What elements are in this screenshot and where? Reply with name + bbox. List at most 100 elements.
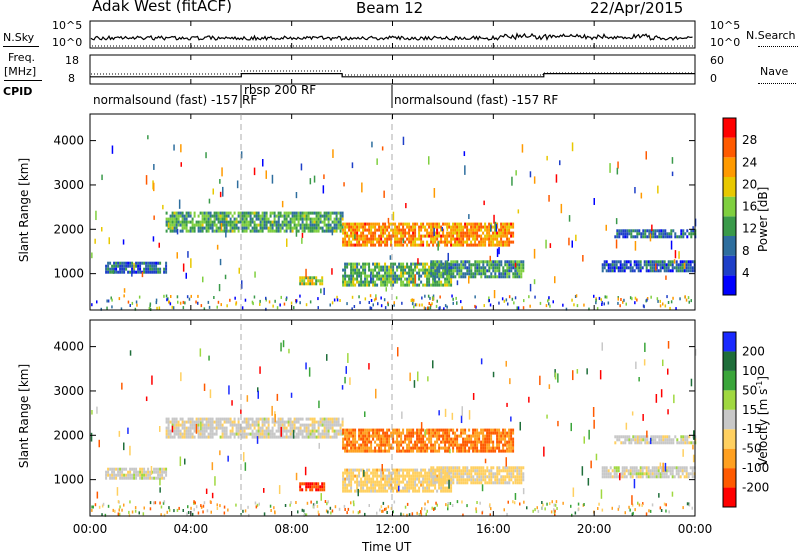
echo-cell (633, 466, 636, 470)
echo-cell (107, 267, 110, 271)
noise-cell (659, 304, 662, 308)
echo-cell (466, 472, 469, 476)
echo-cell (277, 429, 280, 433)
echo-cell (414, 443, 417, 447)
scatter-cell (218, 284, 221, 292)
echo-cell (454, 228, 457, 232)
echo-cell (368, 449, 371, 453)
echo-cell (430, 428, 433, 432)
echo-cell (410, 274, 413, 278)
echo-cell (430, 437, 433, 441)
echo-cell (287, 429, 290, 433)
echo-cell (650, 232, 653, 236)
echo-cell (366, 428, 369, 432)
echo-cell (420, 437, 423, 441)
scatter-cell (437, 241, 439, 251)
echo-cell (679, 260, 682, 264)
echo-cell (201, 214, 204, 218)
echo-cell (348, 234, 351, 238)
echo-cell (520, 475, 523, 479)
echo-cell (514, 260, 517, 264)
echo-cell (366, 483, 369, 487)
echo-cell (295, 214, 298, 218)
echo-cell (426, 443, 429, 447)
echo-cell (502, 266, 505, 270)
echo-cell (665, 266, 668, 270)
echo-cell (193, 423, 196, 427)
noise-cell (352, 510, 354, 514)
echo-cell (145, 470, 148, 474)
echo-cell (313, 482, 316, 486)
echo-cell (470, 472, 473, 476)
echo-cell (139, 470, 142, 474)
echo-cell (472, 443, 475, 447)
echo-cell (418, 471, 421, 475)
scatter-cell (227, 455, 229, 462)
echo-cell (414, 231, 417, 235)
echo-cell (634, 441, 637, 445)
echo-cell (510, 466, 513, 470)
echo-cell (392, 428, 395, 432)
echo-cell (410, 474, 413, 478)
echo-cell (686, 441, 689, 445)
echo-cell (193, 426, 196, 430)
echo-cell (456, 266, 459, 270)
scatter-cell (381, 464, 383, 472)
echo-cell (131, 261, 134, 265)
echo-cell (446, 280, 449, 284)
scatter-cell (244, 462, 247, 471)
echo-cell (279, 417, 282, 421)
echo-cell (356, 489, 359, 493)
echo-cell (229, 226, 232, 230)
echo-cell (362, 262, 365, 266)
echo-cell (450, 237, 453, 241)
echo-cell (398, 431, 401, 435)
echo-cell (434, 222, 437, 226)
noise-cell (447, 504, 449, 508)
noise-cell (283, 302, 286, 306)
echo-cell (197, 220, 200, 224)
echo-cell (376, 271, 379, 275)
echo-cell (504, 437, 507, 441)
echo-cell (518, 275, 521, 279)
echo-cell (123, 473, 126, 477)
echo-cell (640, 438, 643, 442)
echo-cell (613, 269, 616, 273)
echo-cell (482, 434, 485, 438)
echo-cell (649, 263, 652, 267)
echo-cell (341, 217, 344, 221)
echo-cell (470, 434, 473, 438)
echo-cell (398, 237, 401, 241)
echo-cell (319, 282, 322, 286)
echo-cell (331, 429, 334, 433)
echo-cell (420, 471, 423, 475)
noise-cell (685, 298, 688, 302)
echo-cell (161, 470, 164, 474)
echo-cell (436, 269, 439, 273)
echo-cell (346, 431, 349, 435)
noise-cell (436, 503, 438, 507)
echo-cell (436, 237, 439, 241)
echo-cell (444, 283, 447, 287)
echo-cell (400, 277, 403, 281)
noise-cell (110, 296, 112, 300)
echo-cell (458, 481, 461, 485)
echo-cell (277, 435, 280, 439)
echo-cell (384, 440, 387, 444)
scatter-cell (644, 342, 646, 352)
echo-cell (410, 449, 413, 453)
echo-cell (442, 222, 445, 226)
echo-cell (384, 437, 387, 441)
echo-cell (496, 275, 499, 279)
echo-cell (289, 220, 292, 224)
echo-cell (504, 431, 507, 435)
echo-cell (193, 211, 196, 215)
echo-cell (352, 446, 355, 450)
echo-cell (474, 443, 477, 447)
echo-cell (492, 443, 495, 447)
echo-cell (462, 243, 465, 247)
noise-cell (554, 503, 557, 507)
echo-cell (400, 243, 403, 247)
echo-cell (498, 437, 501, 441)
echo-cell (376, 449, 379, 453)
